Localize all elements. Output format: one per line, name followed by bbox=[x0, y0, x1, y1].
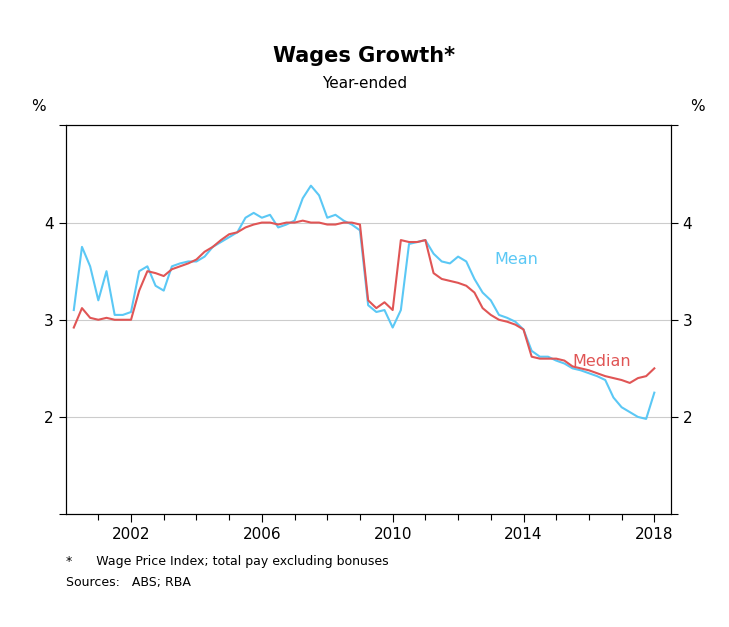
Text: Median: Median bbox=[572, 354, 631, 369]
Text: Wages Growth*: Wages Growth* bbox=[273, 46, 456, 66]
Text: Mean: Mean bbox=[494, 252, 538, 267]
Text: %: % bbox=[690, 98, 705, 113]
Text: %: % bbox=[31, 98, 46, 113]
Text: *      Wage Price Index; total pay excluding bonuses: * Wage Price Index; total pay excluding … bbox=[66, 555, 389, 568]
Text: Year-ended: Year-ended bbox=[322, 76, 407, 91]
Text: Sources:   ABS; RBA: Sources: ABS; RBA bbox=[66, 576, 190, 589]
